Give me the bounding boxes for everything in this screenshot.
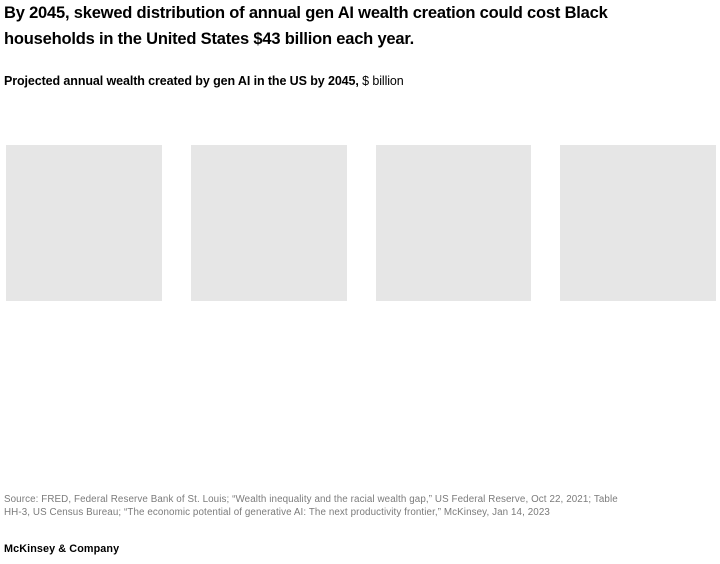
- chart-placeholder-row: [6, 145, 716, 301]
- source-note: Source: FRED, Federal Reserve Bank of St…: [4, 493, 618, 520]
- brand-footer: McKinsey & Company: [4, 543, 120, 555]
- chart-title: Projected annual wealth created by gen A…: [4, 74, 404, 89]
- chart-panel-placeholder-4: [560, 145, 716, 301]
- chart-panel-placeholder-2: [190, 145, 347, 301]
- source-line-2: HH-3, US Census Bureau; “The economic po…: [4, 507, 550, 519]
- chart-title-unit: $ billion: [358, 74, 404, 88]
- headline-line-2: households in the United States $43 bill…: [4, 30, 415, 48]
- chart-panel-placeholder-3: [375, 145, 532, 301]
- chart-panel-placeholder-1: [6, 145, 162, 301]
- exhibit-headline: By 2045, skewed distribution of annual g…: [4, 0, 608, 52]
- source-line-1: Source: FRED, Federal Reserve Bank of St…: [4, 494, 618, 505]
- chart-title-text: Projected annual wealth created by gen A…: [4, 74, 359, 88]
- headline-line-1: By 2045, skewed distribution of annual g…: [4, 4, 608, 22]
